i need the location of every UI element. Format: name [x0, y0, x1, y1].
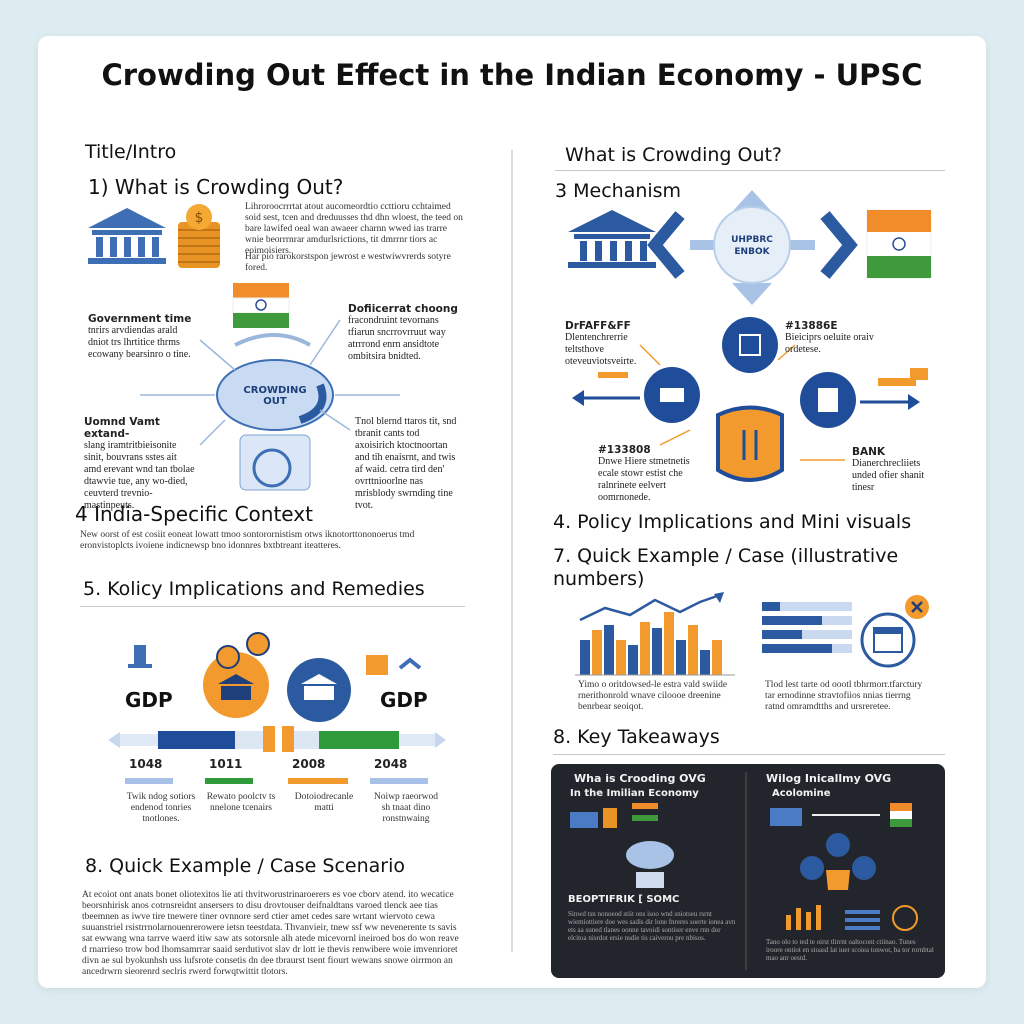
panel-text: Tano olo to ted te oirst tlirrnt oaltoco…: [766, 938, 934, 962]
panel-title: Wha is Crooding OVG: [574, 772, 706, 785]
section-heading: 8. Key Takeaways: [553, 726, 720, 748]
note-title: Government time: [88, 313, 192, 325]
timeline-year: 2008: [292, 757, 326, 771]
policy-icons: [128, 632, 422, 722]
section-heading: 1) What is Crowding Out?: [88, 175, 344, 199]
note-text: fracondruint tevornans tfiarun sncrrovrr…: [348, 315, 446, 362]
mini-bar-chart: [575, 592, 735, 676]
diagram-note: Uomnd Vamt extand-slang iramtritbieisoni…: [84, 416, 196, 512]
note-text: tnrirs arvdiendas arald dniot trs lhrtit…: [88, 325, 191, 360]
diagram-note: Tnol blernd ttaros tit, snd tbranit cant…: [355, 416, 457, 511]
poster-title: Crowding Out Effect in the Indian Econom…: [101, 58, 923, 92]
note-title: DrFAFF&FF: [565, 320, 631, 332]
panel-subtitle: In the Imilian Economy: [570, 788, 699, 799]
takeaways-panel: [551, 764, 945, 978]
mechanism-note: #133808 Dnwe Hiere stmetnetis ecale stowr…: [598, 444, 693, 504]
panel-subtitle: BEOPTIFRIK [ SOMC: [568, 894, 680, 905]
panel-title: Wilog Inicallmy OVG: [766, 772, 892, 785]
panel-subtitle: Acolomine: [772, 788, 831, 799]
note-title: #13886E: [785, 320, 838, 332]
section-heading: 7. Quick Example / Case (illustrative nu…: [553, 545, 899, 590]
note-text: Dlentenchrerrie teltsthove oteveuviotsve…: [565, 332, 637, 367]
note-text: Dnwe Hiere stmetnetis ecale stowr estist…: [598, 456, 690, 503]
note-title: BANK: [852, 446, 886, 458]
paragraph: New oorst of est cosiit eoneat lowatt tm…: [80, 530, 415, 551]
timeline-year: 1048: [129, 757, 163, 771]
mechanism-center-label: UHPBRC ENBOK: [716, 234, 788, 258]
section-heading: 3 Mechanism: [555, 180, 682, 202]
bank-icon: [88, 208, 166, 264]
paragraph: At ecoiot ont anats bonet oliotexitos li…: [82, 890, 459, 977]
note-text: Bieiciprs oeluite oraiv ordetese.: [785, 332, 874, 355]
caption: Tlod lest tarte od oootl tbhrmorr.tfarct…: [765, 680, 923, 712]
section-heading: 4. Policy Implications and Mini visuals: [553, 511, 912, 533]
mechanism-note: DrFAFF&FF Dlentenchrerrie teltsthove otev…: [565, 320, 665, 368]
timeline-text: Twik ndog sotiors endenod tonries tnotlo…: [126, 792, 196, 824]
mini-bar-list: [762, 595, 929, 668]
india-flag: [232, 283, 290, 328]
intro-label: What is Crowding Out?: [565, 144, 783, 166]
mechanism-note: #13886E Bieiciprs oeluite oraiv ordetese.: [785, 320, 885, 356]
section-heading: 4 India-Specific Context: [75, 502, 313, 526]
diagram-center-label: CROWDING OUT: [243, 385, 307, 407]
note-text: Dianerchrecliiets unded ofier shanit tin…: [852, 458, 925, 493]
section-heading: 8. Quick Example / Case Scenario: [85, 855, 405, 877]
mechanism-diagram: [568, 190, 932, 482]
center-line: ENBOK: [734, 247, 770, 257]
timeline-text: Rewato poolctv ts nnelone tcenairs: [206, 792, 276, 813]
center-line: UHPBRC: [731, 235, 773, 245]
diagram-note: Dofiicerrat choong fracondruint tevornans…: [348, 303, 458, 363]
note-text: slang iramtritbieisonite sinit, bouvrans…: [84, 440, 195, 511]
timeline-text: Dotoiodrecanle matti: [294, 792, 354, 813]
crowding-diagram: [140, 319, 400, 491]
section-rule: [555, 170, 945, 171]
note-title: #133808: [598, 444, 651, 456]
caption: Yimo o oritdowsed-le estra vald swiide r…: [578, 680, 728, 712]
timeline-year: 1011: [209, 757, 243, 771]
timeline-text: Noiwp raeorwod sh tnaat dino ronstnwaing: [373, 792, 439, 824]
diagram-note: Government time tnrirs arvdiendas arald d…: [88, 313, 200, 361]
note-title: Dofiicerrat choong: [348, 303, 458, 315]
section-rule: [553, 754, 945, 755]
gdp-label: GDP: [380, 688, 428, 712]
section-rule: [80, 606, 465, 607]
intro-label: Title/Intro: [85, 141, 177, 163]
coins-icon: $: [178, 204, 220, 268]
paragraph: Lihroroocrrrtat atout aucomeordtio cctti…: [245, 202, 463, 256]
mechanism-note: BANK Dianerchrecliiets unded ofier shanit…: [852, 446, 942, 494]
gdp-label: GDP: [125, 688, 173, 712]
timeline-bar: [108, 726, 446, 784]
timeline-year: 2048: [374, 757, 408, 771]
svg-text:$: $: [195, 210, 204, 226]
note-title: Uomnd Vamt extand-: [84, 416, 160, 440]
section-heading: 5. Kolicy Implications and Remedies: [83, 578, 425, 600]
paragraph: Har pio rarokorstspon jewrost e westwiwv…: [245, 252, 451, 273]
panel-text: Sinwd tsn nonoeod stiit ons isoo wnd sni…: [568, 910, 736, 942]
